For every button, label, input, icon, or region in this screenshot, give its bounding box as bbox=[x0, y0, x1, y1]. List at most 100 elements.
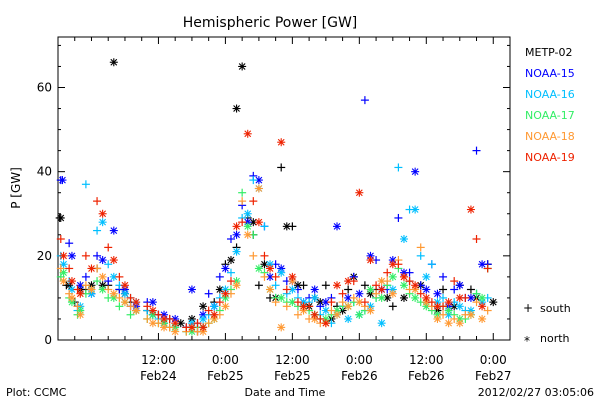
north-point bbox=[411, 205, 420, 214]
south-marker-symbol: + bbox=[523, 301, 533, 315]
south-point bbox=[372, 281, 381, 290]
north-point bbox=[293, 281, 302, 290]
north-point bbox=[355, 289, 364, 298]
south-point bbox=[394, 163, 403, 172]
south-point bbox=[472, 146, 481, 155]
north-point bbox=[422, 285, 431, 294]
south-point bbox=[104, 243, 113, 252]
north-point bbox=[377, 293, 386, 302]
south-point bbox=[338, 298, 347, 307]
north-point bbox=[444, 298, 453, 307]
north-point bbox=[65, 281, 74, 290]
south-point bbox=[277, 163, 286, 172]
south-point bbox=[193, 319, 202, 328]
south-point bbox=[249, 251, 258, 260]
south-point bbox=[321, 281, 330, 290]
north-point bbox=[221, 264, 230, 273]
north-point bbox=[455, 281, 464, 290]
south-point bbox=[215, 298, 224, 307]
north-point bbox=[310, 310, 319, 319]
south-point bbox=[293, 298, 302, 307]
north-point bbox=[120, 298, 129, 307]
south-point bbox=[126, 310, 135, 319]
north-point bbox=[232, 104, 241, 113]
north-point bbox=[59, 251, 68, 260]
south-point bbox=[56, 272, 65, 281]
north-point bbox=[333, 310, 342, 319]
north-point bbox=[277, 138, 286, 147]
north-point bbox=[59, 268, 68, 277]
north-point bbox=[277, 268, 286, 277]
north-point bbox=[238, 62, 247, 71]
north-point bbox=[455, 293, 464, 302]
south-point bbox=[93, 251, 102, 260]
south-point bbox=[282, 285, 291, 294]
south-point bbox=[81, 281, 90, 290]
north-point bbox=[310, 285, 319, 294]
north-point bbox=[210, 302, 219, 311]
north-point bbox=[466, 205, 475, 214]
x-tick-label: 12:00 bbox=[141, 353, 176, 367]
plot-credit: Plot: CCMC bbox=[6, 386, 67, 399]
south-point bbox=[249, 197, 258, 206]
north-point bbox=[344, 314, 353, 323]
north-point bbox=[455, 302, 464, 311]
south-point bbox=[81, 272, 90, 281]
south-point bbox=[427, 260, 436, 269]
south-point bbox=[154, 310, 163, 319]
north-point bbox=[76, 289, 85, 298]
north-point bbox=[433, 302, 442, 311]
south-point bbox=[483, 264, 492, 273]
south-point bbox=[73, 302, 82, 311]
south-point bbox=[104, 285, 113, 294]
south-point bbox=[65, 264, 74, 273]
south-point bbox=[260, 272, 269, 281]
x-tick-date-label: Feb25 bbox=[274, 369, 311, 383]
north-point bbox=[422, 293, 431, 302]
south-point bbox=[226, 235, 235, 243]
south-point bbox=[226, 277, 235, 286]
north-point bbox=[87, 264, 96, 273]
south-point bbox=[238, 197, 247, 206]
north-point bbox=[377, 285, 386, 294]
north-point bbox=[366, 256, 375, 265]
north-point bbox=[388, 272, 397, 281]
south-point bbox=[293, 310, 302, 319]
north-point bbox=[221, 289, 230, 298]
north-point bbox=[67, 251, 76, 260]
south-point bbox=[65, 289, 74, 298]
x-tick-label: 0:00 bbox=[346, 353, 373, 367]
south-point bbox=[93, 226, 102, 235]
north-point bbox=[199, 314, 208, 323]
south-point bbox=[439, 272, 448, 281]
north-point bbox=[333, 281, 342, 290]
north-point bbox=[377, 319, 386, 328]
south-point bbox=[65, 239, 74, 248]
north-point bbox=[310, 293, 319, 302]
north-point bbox=[221, 302, 230, 311]
north-point bbox=[299, 302, 308, 311]
south-point bbox=[271, 281, 280, 290]
north-point bbox=[333, 222, 342, 231]
north-point bbox=[98, 209, 107, 218]
north-point bbox=[478, 302, 487, 311]
north-point bbox=[67, 293, 76, 302]
south-point bbox=[416, 243, 425, 252]
south-point bbox=[450, 285, 459, 294]
north-point bbox=[109, 256, 118, 265]
north-point bbox=[254, 264, 263, 273]
north-point bbox=[109, 58, 118, 67]
south-point bbox=[204, 289, 213, 298]
north-point bbox=[98, 256, 107, 265]
north-marker-label: north bbox=[540, 332, 570, 345]
x-tick-label: 0:00 bbox=[480, 353, 507, 367]
north-point bbox=[148, 319, 157, 328]
north-point bbox=[226, 256, 235, 265]
north-point bbox=[215, 285, 224, 294]
north-point bbox=[266, 285, 275, 294]
south-point bbox=[372, 289, 381, 298]
south-point bbox=[439, 293, 448, 302]
south-point bbox=[394, 213, 403, 222]
x-tick-date-label: Feb26 bbox=[408, 369, 445, 383]
